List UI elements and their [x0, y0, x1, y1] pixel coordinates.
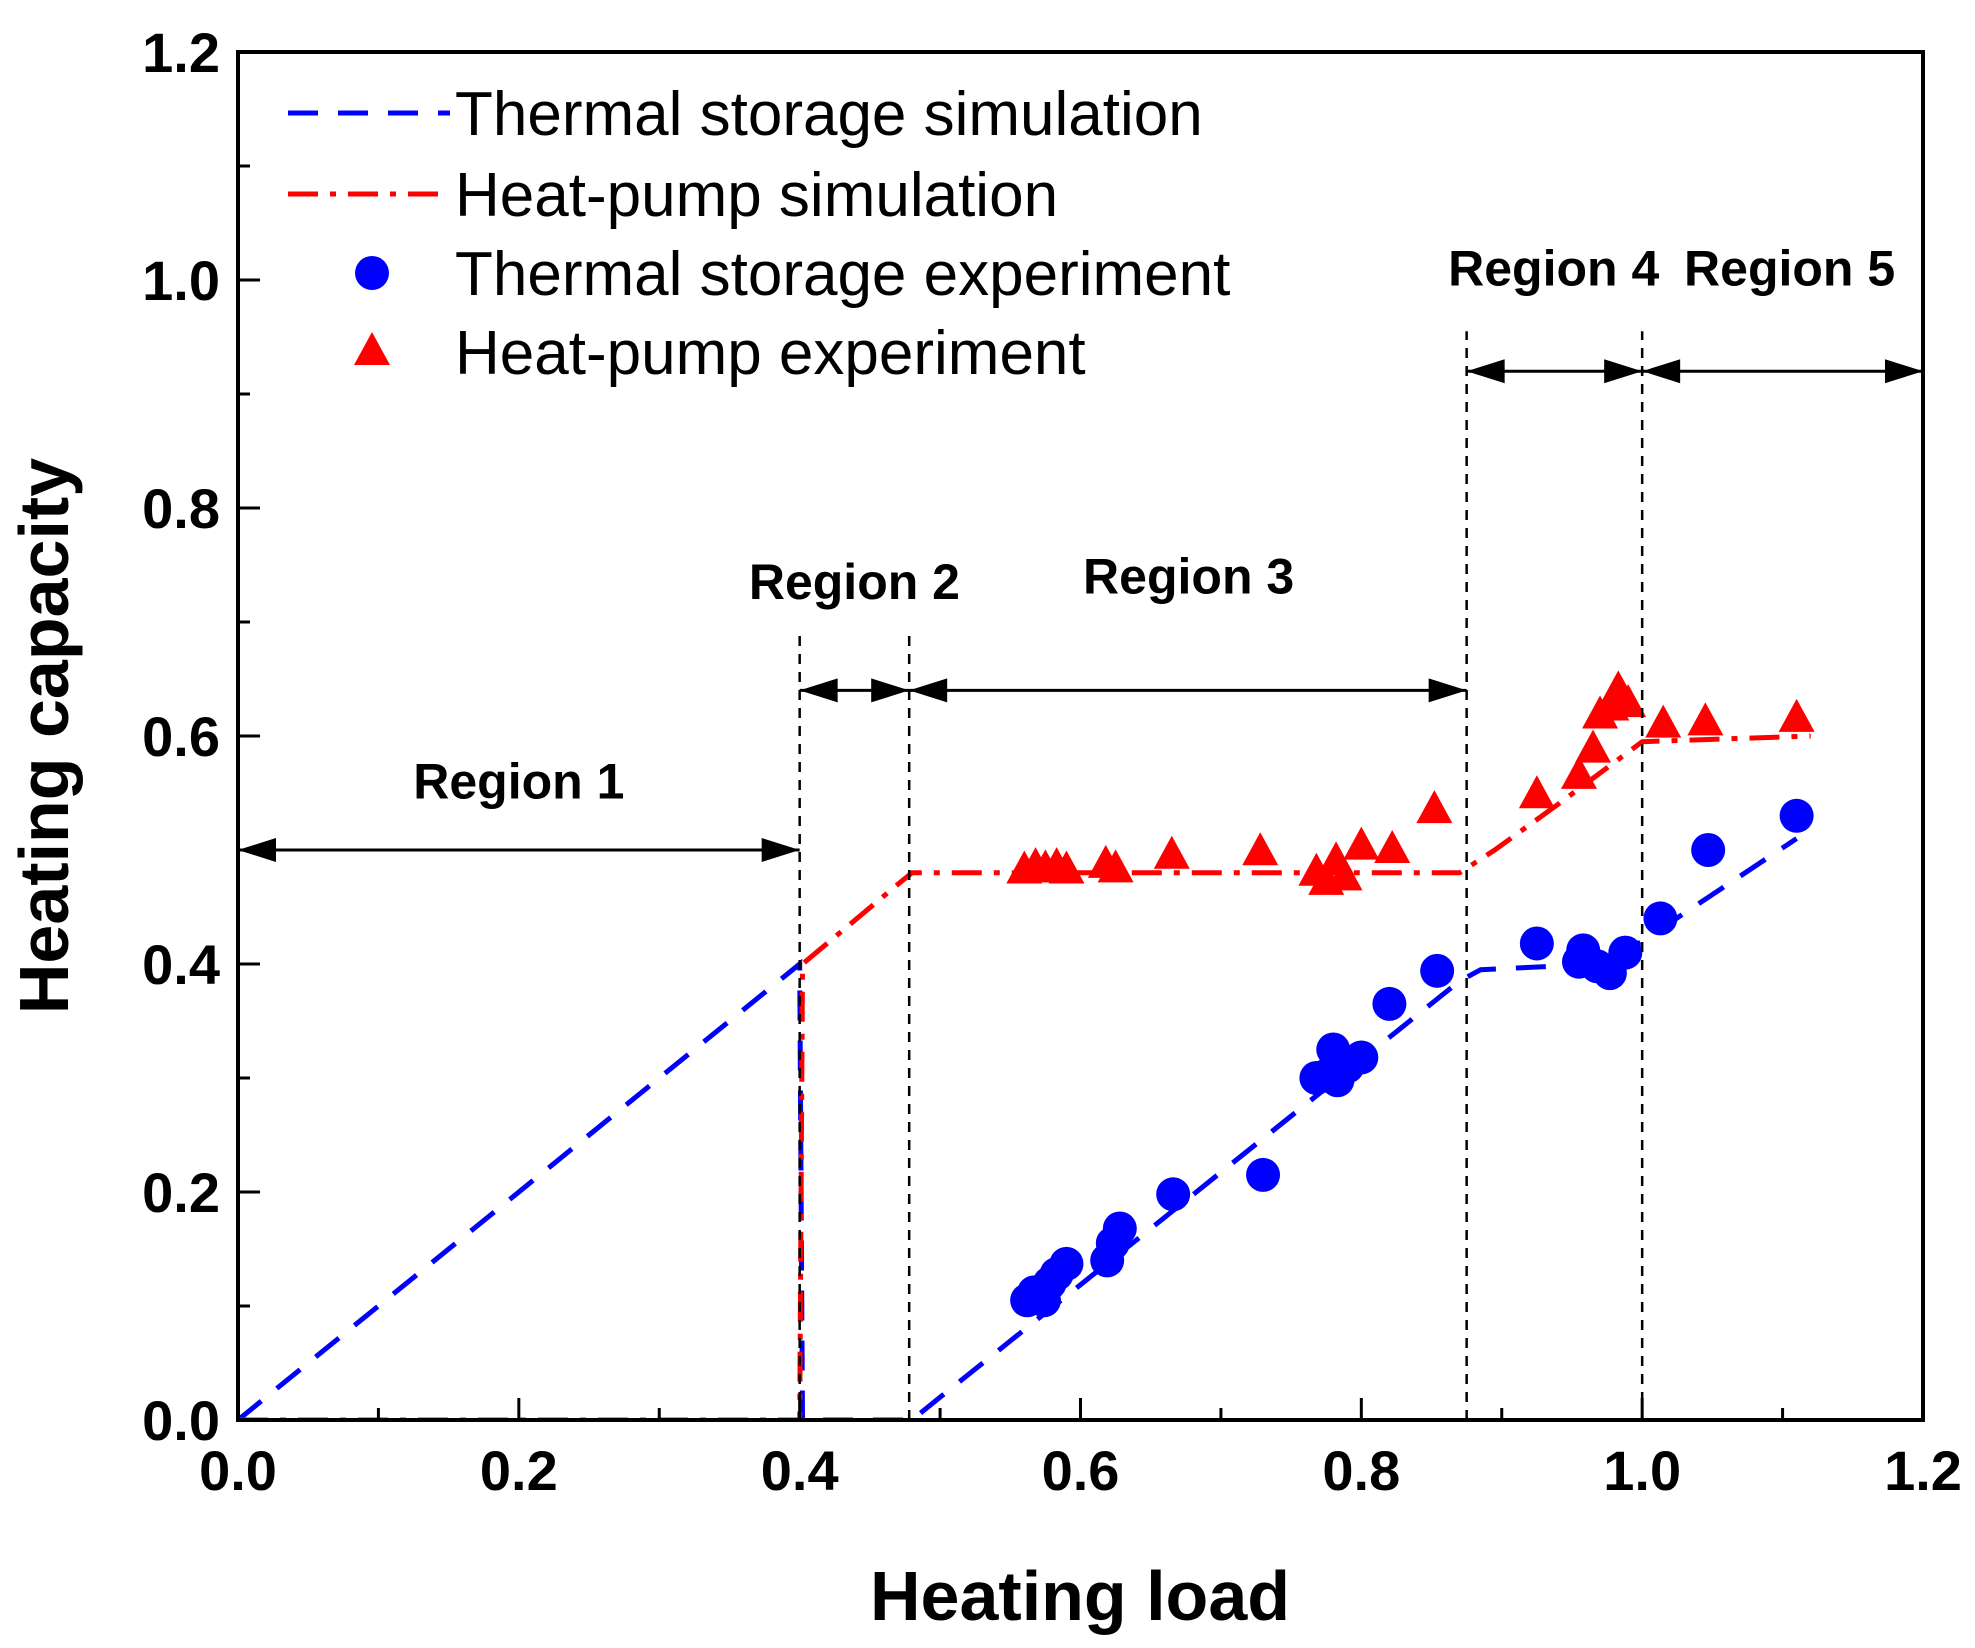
ts_exp-point	[1691, 833, 1726, 867]
arrow-head	[871, 678, 910, 703]
ts_exp-point	[1156, 1177, 1191, 1212]
ts_exp-point	[1372, 986, 1407, 1021]
arrow-head	[238, 838, 276, 862]
y-tick-label: 0.8	[142, 477, 220, 540]
hp_exp-point	[1416, 790, 1453, 824]
ts_exp-point	[1643, 901, 1678, 936]
arrow-head	[1642, 359, 1681, 384]
ts_exp-point	[1246, 1157, 1281, 1192]
y-tick-label: 1.0	[142, 249, 220, 312]
x-tick-label: 1.0	[1603, 1439, 1681, 1502]
legend-label: Thermal storage experiment	[455, 240, 1230, 309]
x-tick-label: 0.2	[480, 1439, 558, 1502]
x-tick-label: 0.8	[1322, 1439, 1400, 1502]
region-label: Region 2	[749, 554, 960, 610]
arrow-head	[1466, 359, 1505, 384]
y-axis-title: Heating capacity	[5, 458, 83, 1014]
hp_exp-point	[1518, 775, 1555, 809]
region-annotations: Region 1 Region 2 Region 3 Region 4 Region 5	[238, 241, 1923, 1420]
ts_exp-point	[1779, 798, 1814, 833]
ts_exp-point	[1049, 1246, 1084, 1281]
hp_exp-point	[1610, 684, 1647, 718]
arrow-head	[761, 838, 800, 862]
legend-label: Thermal storage simulation	[455, 80, 1203, 149]
plot-content	[238, 670, 1815, 1420]
x-tick-label: 0.6	[1042, 1439, 1120, 1502]
ts_exp-point	[1102, 1211, 1137, 1246]
ts_exp-point	[1344, 1040, 1379, 1075]
legend-label: Heat-pump experiment	[455, 319, 1086, 388]
y-tick-label: 0.0	[142, 1389, 220, 1452]
hp_exp-point	[1097, 849, 1134, 883]
y-tick-label: 0.2	[142, 1161, 220, 1224]
arrow-head	[799, 678, 838, 703]
arrow-head	[1885, 359, 1923, 384]
legend-swatch	[355, 256, 389, 290]
region-label: Region 1	[413, 754, 624, 810]
arrow-head	[909, 678, 948, 703]
x-tick-label: 0.4	[761, 1439, 839, 1502]
hp_exp-point	[1374, 830, 1411, 863]
legend-label: Heat-pump simulation	[455, 161, 1058, 230]
hp_exp-point	[1575, 729, 1612, 763]
y-tick-label: 0.4	[142, 933, 220, 996]
x-axis-title: Heating load	[870, 1557, 1290, 1635]
arrow-head	[1428, 678, 1467, 703]
hp_exp-point	[1343, 826, 1380, 860]
legend: Thermal storage simulation Heat-pump simu…	[288, 80, 1230, 388]
y-tick-label: 1.2	[142, 21, 220, 84]
ts_exp-point	[1519, 926, 1554, 961]
hp_sim-line	[238, 733, 1811, 1420]
region-label: Region 5	[1684, 241, 1895, 297]
y-tick-label: 0.6	[142, 705, 220, 768]
hp_exp-point	[1048, 850, 1085, 884]
hp_exp-point	[1326, 857, 1363, 891]
region-label: Region 3	[1083, 549, 1294, 605]
ts_exp-point	[1420, 953, 1455, 988]
hp_exp-point	[1778, 698, 1815, 732]
x-tick-label: 1.2	[1884, 1439, 1962, 1502]
region-label: Region 4	[1448, 241, 1659, 297]
hp_exp-point	[1153, 835, 1190, 869]
ts_sim-line	[238, 836, 1798, 1420]
hp_exp-point	[1242, 832, 1279, 866]
x-tick-label: 0.0	[199, 1439, 277, 1502]
arrow-head	[1604, 359, 1643, 384]
hp_exp-point	[1560, 755, 1597, 789]
axes: 0.0 0.2 0.4 0.6 0.8 1.0 1.2 0.0 0.2 0.4 0.6 0.8 1.0 1…	[142, 21, 1962, 1502]
legend-swatch	[354, 332, 390, 365]
ts_exp-point	[1608, 935, 1643, 970]
hp_exp-point	[1687, 702, 1724, 736]
hp_exp-point	[1645, 704, 1682, 738]
